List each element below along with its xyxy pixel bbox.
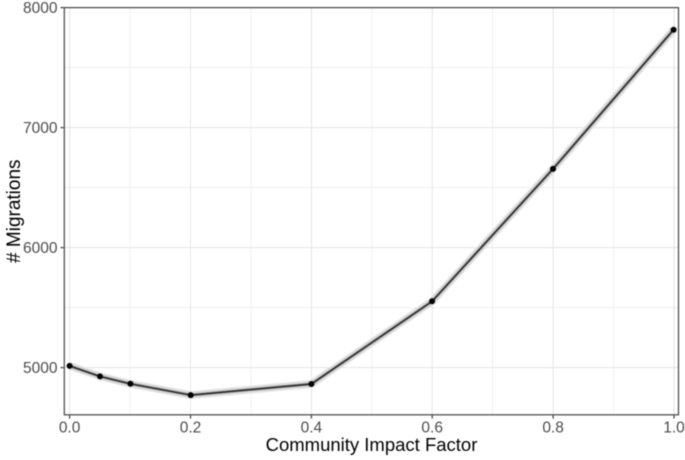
svg-text:0.2: 0.2 [180,419,202,436]
svg-text:1.0: 1.0 [663,419,685,436]
svg-text:0.6: 0.6 [421,419,443,436]
svg-text:0.0: 0.0 [59,419,81,436]
svg-text:7000: 7000 [23,120,58,137]
svg-text:# Migrations: # Migrations [4,159,25,263]
svg-text:5000: 5000 [23,360,58,377]
svg-text:6000: 6000 [23,240,58,257]
svg-text:0.4: 0.4 [301,419,323,436]
svg-text:Community Impact Factor: Community Impact Factor [266,434,478,455]
svg-text:8000: 8000 [23,0,58,17]
svg-text:0.8: 0.8 [542,419,564,436]
